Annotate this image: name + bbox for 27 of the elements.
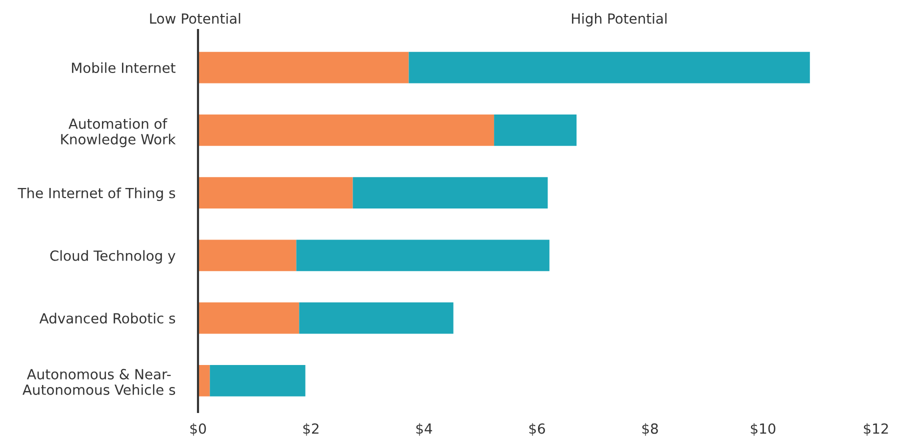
bar bbox=[408, 52, 810, 84]
x-tick-label: $8 bbox=[642, 423, 658, 436]
y-tick-label: Mobile Internet bbox=[72, 62, 176, 74]
bar bbox=[198, 240, 296, 272]
bar bbox=[352, 177, 548, 208]
bar bbox=[198, 114, 494, 146]
bar bbox=[198, 302, 300, 334]
y-tick-label: Advanced Robotic s bbox=[39, 312, 176, 324]
x-tick-label: $0 bbox=[190, 423, 206, 436]
y-tick-label: Autonomous & Near- Autonomous Vehicle s bbox=[22, 368, 176, 395]
y-tick-label: Cloud Technolog y bbox=[50, 250, 176, 264]
bar bbox=[299, 302, 454, 334]
x-tick-label: $4 bbox=[416, 423, 432, 436]
x-tick-label: $6 bbox=[529, 423, 545, 436]
x-tick-label: $12 bbox=[864, 423, 888, 436]
x-tick-label: $10 bbox=[750, 423, 776, 436]
series-label: High Potential bbox=[572, 13, 666, 26]
y-tick-label: The Internet of Thing s bbox=[18, 188, 176, 201]
x-tick-label: $2 bbox=[303, 423, 318, 436]
text: Low Potential bbox=[150, 13, 240, 24]
bar bbox=[494, 114, 577, 146]
bar bbox=[198, 365, 210, 396]
bar bbox=[210, 365, 306, 396]
bar bbox=[198, 52, 409, 84]
y-tick-label: Automation of Knowledge Work bbox=[61, 118, 176, 148]
bar bbox=[296, 240, 550, 272]
bar bbox=[198, 177, 353, 208]
